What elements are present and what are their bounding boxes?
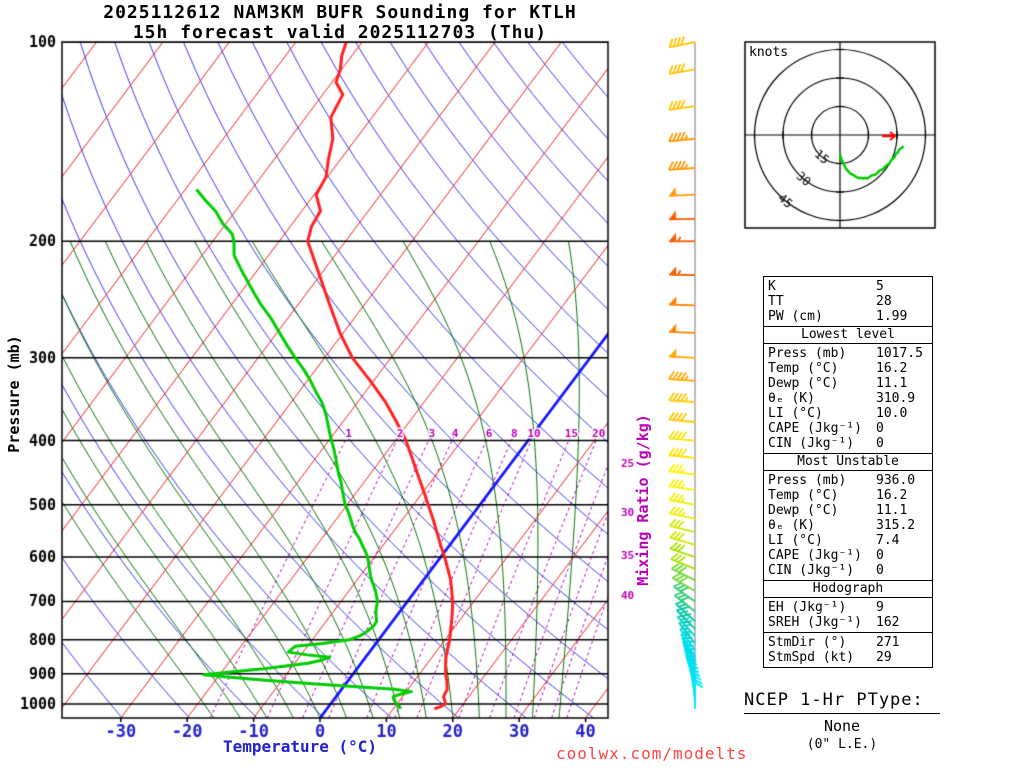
stat-value: 162	[876, 615, 900, 630]
stat-row: StmDir (°) 271	[764, 635, 932, 650]
stat-value: 1.99	[876, 309, 908, 324]
lowest-level-section: Press (mb) 1017.5 Temp (°C) 16.2 Dewp (°C)…	[764, 344, 932, 453]
stat-value: 0	[876, 548, 884, 563]
stat-row: LI (°C) 10.0	[764, 406, 932, 421]
stat-label: K	[768, 279, 776, 294]
stat-label: CAPE (Jkg⁻¹)	[768, 421, 862, 436]
stat-row: Dewp (°C) 11.1	[764, 376, 932, 391]
stat-row: Temp (°C) 16.2	[764, 361, 932, 376]
stat-row: θₑ (K) 310.9	[764, 391, 932, 406]
stat-label: Press (mb)	[768, 473, 847, 488]
stat-label: CAPE (Jkg⁻¹)	[768, 548, 862, 563]
stat-value: 315.2	[876, 518, 916, 533]
stat-label: Temp (°C)	[768, 488, 839, 503]
stat-value: 16.2	[876, 488, 908, 503]
stat-label: StmDir (°)	[768, 635, 847, 650]
stat-row: EH (Jkg⁻¹) 9	[764, 600, 932, 615]
stat-row: StmSpd (kt) 29	[764, 650, 932, 665]
stat-value: 936.0	[876, 473, 916, 488]
stat-label: EH (Jkg⁻¹)	[768, 600, 847, 615]
stat-label: Press (mb)	[768, 346, 847, 361]
stat-label: θₑ (K)	[768, 518, 815, 533]
stat-label: LI (°C)	[768, 533, 823, 548]
stat-value: 0	[876, 436, 884, 451]
page-subtitle: 15h forecast valid 2025112703 (Thu)	[132, 22, 548, 43]
stat-value: 271	[876, 635, 900, 650]
watermark-link[interactable]: coolwx.com/modelts	[556, 744, 748, 763]
stat-row: CIN (Jkg⁻¹) 0	[764, 563, 932, 578]
stat-value: 9	[876, 600, 884, 615]
stat-value: 11.1	[876, 503, 908, 518]
stat-row: Temp (°C) 16.2	[764, 488, 932, 503]
stat-value: 5	[876, 279, 884, 294]
stat-label: CIN (Jkg⁻¹)	[768, 436, 855, 451]
stat-label: Dewp (°C)	[768, 376, 839, 391]
stat-label: StmSpd (kt)	[768, 650, 855, 665]
stat-label: Dewp (°C)	[768, 503, 839, 518]
stat-row: SREH (Jkg⁻¹) 162	[764, 615, 932, 630]
stat-row: TT 28	[764, 294, 932, 309]
stat-row: CIN (Jkg⁻¹) 0	[764, 436, 932, 451]
stat-label: θₑ (K)	[768, 391, 815, 406]
hodograph-units-label: knots	[749, 45, 789, 60]
stat-value: 1017.5	[876, 346, 923, 361]
stat-row: θₑ (K) 315.2	[764, 518, 932, 533]
page-title: 2025112612 NAM3KM BUFR Sounding for KTLH	[103, 2, 577, 23]
stat-row: PW (cm) 1.99	[764, 309, 932, 324]
ptype-heading: NCEP 1-Hr PType:	[744, 690, 940, 714]
lowest-level-heading: Lowest level	[764, 326, 932, 344]
stat-label: PW (cm)	[768, 309, 823, 324]
stat-label: LI (°C)	[768, 406, 823, 421]
mixing-ratio-axis-title: Mixing Ratio (g/kg)	[634, 414, 652, 586]
stat-label: SREH (Jkg⁻¹)	[768, 615, 862, 630]
pressure-axis-title: Pressure (mb)	[5, 335, 23, 453]
stat-value: 28	[876, 294, 892, 309]
stat-value: 11.1	[876, 376, 908, 391]
ptype-note: (0" L.E.)	[806, 737, 878, 752]
stat-value: 0	[876, 421, 884, 436]
temperature-axis-title: Temperature (°C)	[222, 737, 378, 756]
stat-label: CIN (Jkg⁻¹)	[768, 563, 855, 578]
stat-value: 310.9	[876, 391, 916, 406]
stat-row: Press (mb) 936.0	[764, 473, 932, 488]
stat-label: TT	[768, 294, 784, 309]
stat-value: 10.0	[876, 406, 908, 421]
stat-row: Dewp (°C) 11.1	[764, 503, 932, 518]
storm-motion-section: StmDir (°) 271 StmSpd (kt) 29	[764, 632, 932, 667]
stat-value: 0	[876, 563, 884, 578]
hodograph-stats-section: EH (Jkg⁻¹) 9 SREH (Jkg⁻¹) 162	[764, 598, 932, 632]
stat-row: CAPE (Jkg⁻¹) 0	[764, 548, 932, 563]
stat-row: LI (°C) 7.4	[764, 533, 932, 548]
most-unstable-section: Press (mb) 936.0 Temp (°C) 16.2 Dewp (°C) 1…	[764, 471, 932, 580]
hodograph-heading: Hodograph	[764, 580, 932, 598]
stat-value: 7.4	[876, 533, 900, 548]
stat-value: 29	[876, 650, 892, 665]
ptype-panel: NCEP 1-Hr PType: None (0" L.E.)	[744, 690, 940, 752]
stat-row: CAPE (Jkg⁻¹) 0	[764, 421, 932, 436]
stat-value: 16.2	[876, 361, 908, 376]
most-unstable-heading: Most Unstable	[764, 453, 932, 471]
stat-row: Press (mb) 1017.5	[764, 346, 932, 361]
ptype-value: None	[823, 717, 861, 735]
stat-label: Temp (°C)	[768, 361, 839, 376]
